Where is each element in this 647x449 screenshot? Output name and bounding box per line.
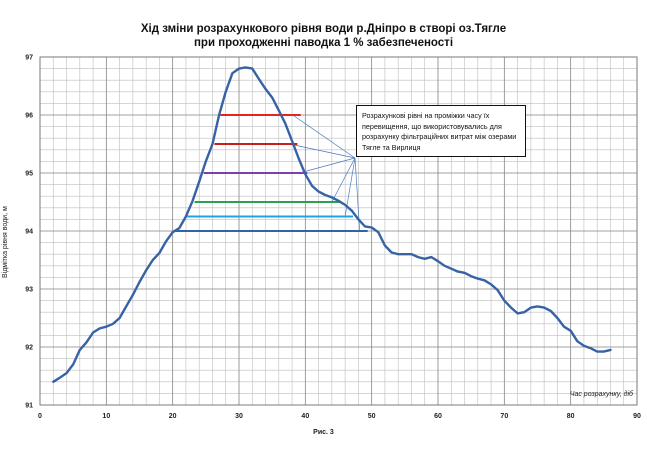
level-lines [175,114,368,232]
chart-title: Хід зміни розрахункового рівня води р.Дн… [140,23,507,35]
x-tick-label: 20 [169,413,177,420]
x-tick-label: 70 [500,413,508,420]
y-axis-label: Відмітка рівня води, м [2,206,9,278]
y-tick-label: 97 [25,55,33,62]
y-tick-label: 96 [25,113,33,120]
plot-area-border [39,56,638,406]
figure-caption: Рис. 3 [313,429,334,436]
x-tick-label: 50 [368,413,376,420]
annotation-leader-line [289,143,356,159]
y-tick-label: 91 [25,403,33,410]
x-tick-label: 80 [567,413,575,420]
annotation-leader-line [292,114,356,159]
y-tick-label: 93 [25,287,33,294]
y-tick-label: 94 [25,229,33,236]
y-tick-label: 92 [25,345,33,352]
x-tick-label: 0 [38,413,42,420]
annotation-box: Розрахункові рівні на проміжки часу їх п… [356,105,526,157]
y-tick-label: 95 [25,171,33,178]
axis-ticks: 0 10 20 30 40 50 60 70 80 90 91 92 93 94 95 96 97 [25,55,641,421]
x-tick-label: 40 [301,413,309,420]
x-axis-label: Час розрахунку, діб [569,391,633,398]
x-tick-label: 90 [633,413,641,420]
x-tick-label: 60 [434,413,442,420]
series-lines [52,66,612,383]
x-tick-label: 30 [235,413,243,420]
annotation-leader-line [331,157,356,203]
chart-subtitle: при проходженні паводка 1 % забезпеченос… [193,37,454,49]
x-tick-label: 10 [102,413,110,420]
water-level-line [52,66,612,383]
annotation-leader-line [299,157,356,174]
